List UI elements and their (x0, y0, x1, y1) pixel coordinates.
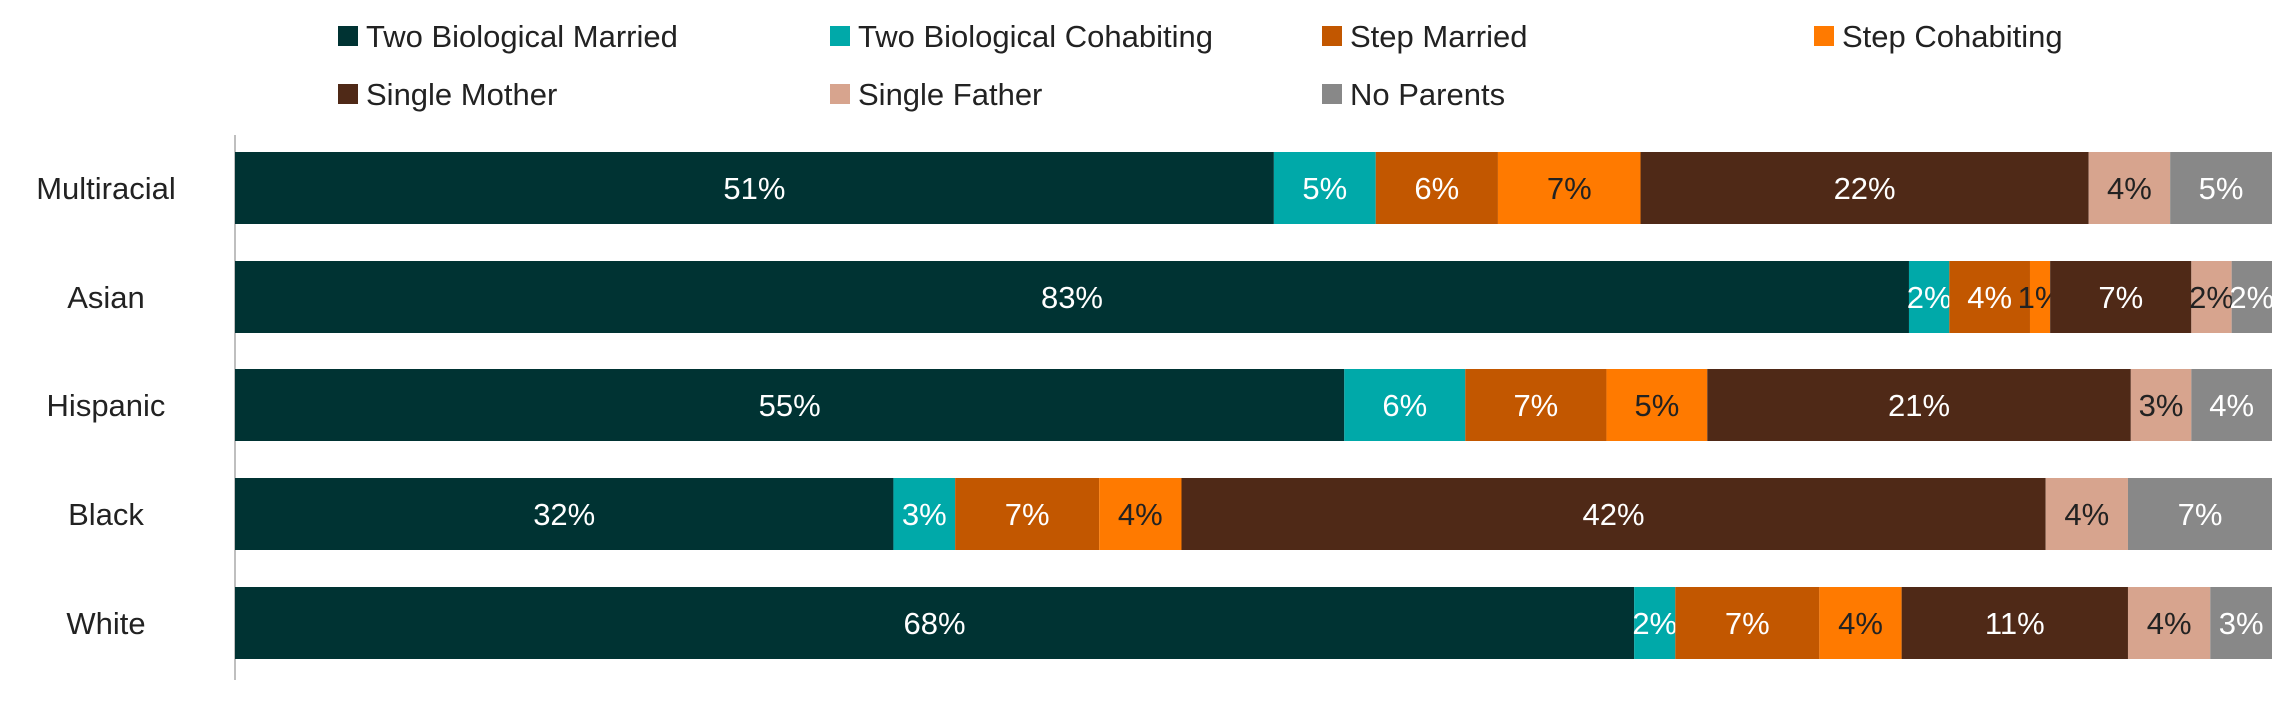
bar-black-step-cohabiting (1099, 478, 1182, 550)
bar-asian-single-mother (2050, 261, 2192, 333)
bar-white-two-biological-cohabiting (1634, 587, 1676, 659)
bar-hispanic-step-married (1465, 369, 1607, 441)
data-label-black-single-father: 4% (2064, 497, 2109, 532)
data-label-multiracial-single-father: 4% (2107, 171, 2152, 206)
data-label-black-single-mother: 42% (1583, 497, 1645, 532)
category-label-asian: Asian (67, 280, 145, 315)
bar-black-single-mother (1181, 478, 2046, 550)
data-label-white-no-parents: 3% (2219, 606, 2264, 641)
data-label-black-two-biological-married: 32% (533, 497, 595, 532)
data-label-asian-two-biological-married: 83% (1041, 280, 1103, 315)
data-label-black-no-parents: 7% (2178, 497, 2223, 532)
data-label-asian-single-mother: 7% (2098, 280, 2143, 315)
data-label-asian-no-parents: 2% (2229, 280, 2274, 315)
bar-multiracial-no-parents (2170, 152, 2272, 224)
legend-label-step-married: Step Married (1350, 19, 1527, 54)
data-label-hispanic-no-parents: 4% (2209, 388, 2254, 423)
legend-label-single-father: Single Father (858, 77, 1042, 112)
data-label-white-step-cohabiting: 4% (1838, 606, 1883, 641)
legend: Two Biological Married Two Biological Coh… (338, 19, 2063, 112)
bar-multiracial-step-cohabiting (1497, 152, 1641, 224)
bar-asian-step-married (1949, 261, 2030, 333)
bar-hispanic-single-mother (1707, 369, 2131, 441)
bar-white-step-married (1675, 587, 1820, 659)
bar-multiracial-single-father (2088, 152, 2171, 224)
bar-white-single-father (2127, 587, 2211, 659)
bar-asian-single-father (2191, 261, 2232, 333)
legend-swatch-two-biological-cohabiting (830, 26, 850, 46)
bar-black-no-parents (2127, 478, 2272, 550)
legend-label-no-parents: No Parents (1350, 77, 1505, 112)
data-label-multiracial-step-cohabiting: 7% (1547, 171, 1592, 206)
data-label-hispanic-two-biological-cohabiting: 6% (1382, 388, 1427, 423)
bar-asian-two-biological-married (235, 261, 1909, 333)
data-label-multiracial-step-married: 6% (1414, 171, 1459, 206)
legend-label-two-biological-married: Two Biological Married (366, 19, 678, 54)
bar-asian-step-cohabiting (2029, 261, 2051, 333)
bar-hispanic-single-father (2130, 369, 2192, 441)
data-label-asian-two-biological-cohabiting: 2% (1907, 280, 1952, 315)
bar-asian-two-biological-cohabiting (1908, 261, 1950, 333)
data-label-hispanic-step-married: 7% (1513, 388, 1558, 423)
data-label-hispanic-step-cohabiting: 5% (1634, 388, 1679, 423)
data-label-asian-step-married: 4% (1967, 280, 2012, 315)
category-label-multiracial: Multiracial (36, 171, 176, 206)
bar-black-two-biological-married (235, 478, 894, 550)
y-axis-labels: Multiracial Asian Hispanic Black White (36, 171, 176, 641)
data-label-white-step-married: 7% (1725, 606, 1770, 641)
bar-multiracial-two-biological-cohabiting (1273, 152, 1376, 224)
data-label-black-step-married: 7% (1005, 497, 1050, 532)
legend-swatch-two-biological-married (338, 26, 358, 46)
plot-area: 51% 5% 6% 7% 22% 4% 5%83% 2% 4% 1% 7% 2%2%55% 6% 7% 5%… (234, 135, 2274, 680)
legend-swatch-single-mother (338, 84, 358, 104)
legend-swatch-no-parents (1322, 84, 1342, 104)
data-label-black-two-biological-cohabiting: 3% (902, 497, 947, 532)
bar-asian-no-parents (2231, 261, 2272, 333)
bar-hispanic-two-biological-married (235, 369, 1345, 441)
legend-label-single-mother: Single Mother (366, 77, 557, 112)
bar-multiracial-single-mother (1640, 152, 2089, 224)
data-label-hispanic-single-mother: 21% (1888, 388, 1950, 423)
data-label-multiracial-two-biological-cohabiting: 5% (1302, 171, 1347, 206)
category-label-black: Black (68, 497, 144, 532)
data-label-white-two-biological-married: 68% (904, 606, 966, 641)
bar-white-step-cohabiting (1819, 587, 1902, 659)
legend-label-step-cohabiting: Step Cohabiting (1842, 19, 2063, 54)
data-label-hispanic-single-father: 3% (2139, 388, 2184, 423)
data-label-multiracial-two-biological-married: 51% (723, 171, 785, 206)
data-label-multiracial-single-mother: 22% (1834, 171, 1896, 206)
bar-hispanic-two-biological-cohabiting (1344, 369, 1466, 441)
legend-swatch-step-married (1322, 26, 1342, 46)
bar-hispanic-step-cohabiting (1606, 369, 1708, 441)
data-label-hispanic-two-biological-married: 55% (759, 388, 821, 423)
bar-white-two-biological-married (235, 587, 1635, 659)
data-label-white-single-father: 4% (2147, 606, 2192, 641)
bar-multiracial-two-biological-married (235, 152, 1274, 224)
bar-hispanic-no-parents (2191, 369, 2272, 441)
bar-black-step-married (955, 478, 1100, 550)
data-label-black-step-cohabiting: 4% (1118, 497, 1163, 532)
bar-multiracial-step-married (1375, 152, 1498, 224)
bar-white-no-parents (2210, 587, 2272, 659)
legend-swatch-single-father (830, 84, 850, 104)
data-label-multiracial-no-parents: 5% (2199, 171, 2244, 206)
bar-black-two-biological-cohabiting (893, 478, 956, 550)
data-label-white-single-mother: 11% (1985, 606, 2045, 641)
bar-white-single-mother (1901, 587, 2128, 659)
data-label-white-two-biological-cohabiting: 2% (1632, 606, 1677, 641)
category-label-hispanic: Hispanic (47, 388, 166, 423)
legend-label-two-biological-cohabiting: Two Biological Cohabiting (858, 19, 1213, 54)
legend-swatch-step-cohabiting (1814, 26, 1834, 46)
category-label-white: White (66, 606, 145, 641)
data-label-asian-single-father: 2% (2189, 280, 2234, 315)
bar-black-single-father (2045, 478, 2128, 550)
